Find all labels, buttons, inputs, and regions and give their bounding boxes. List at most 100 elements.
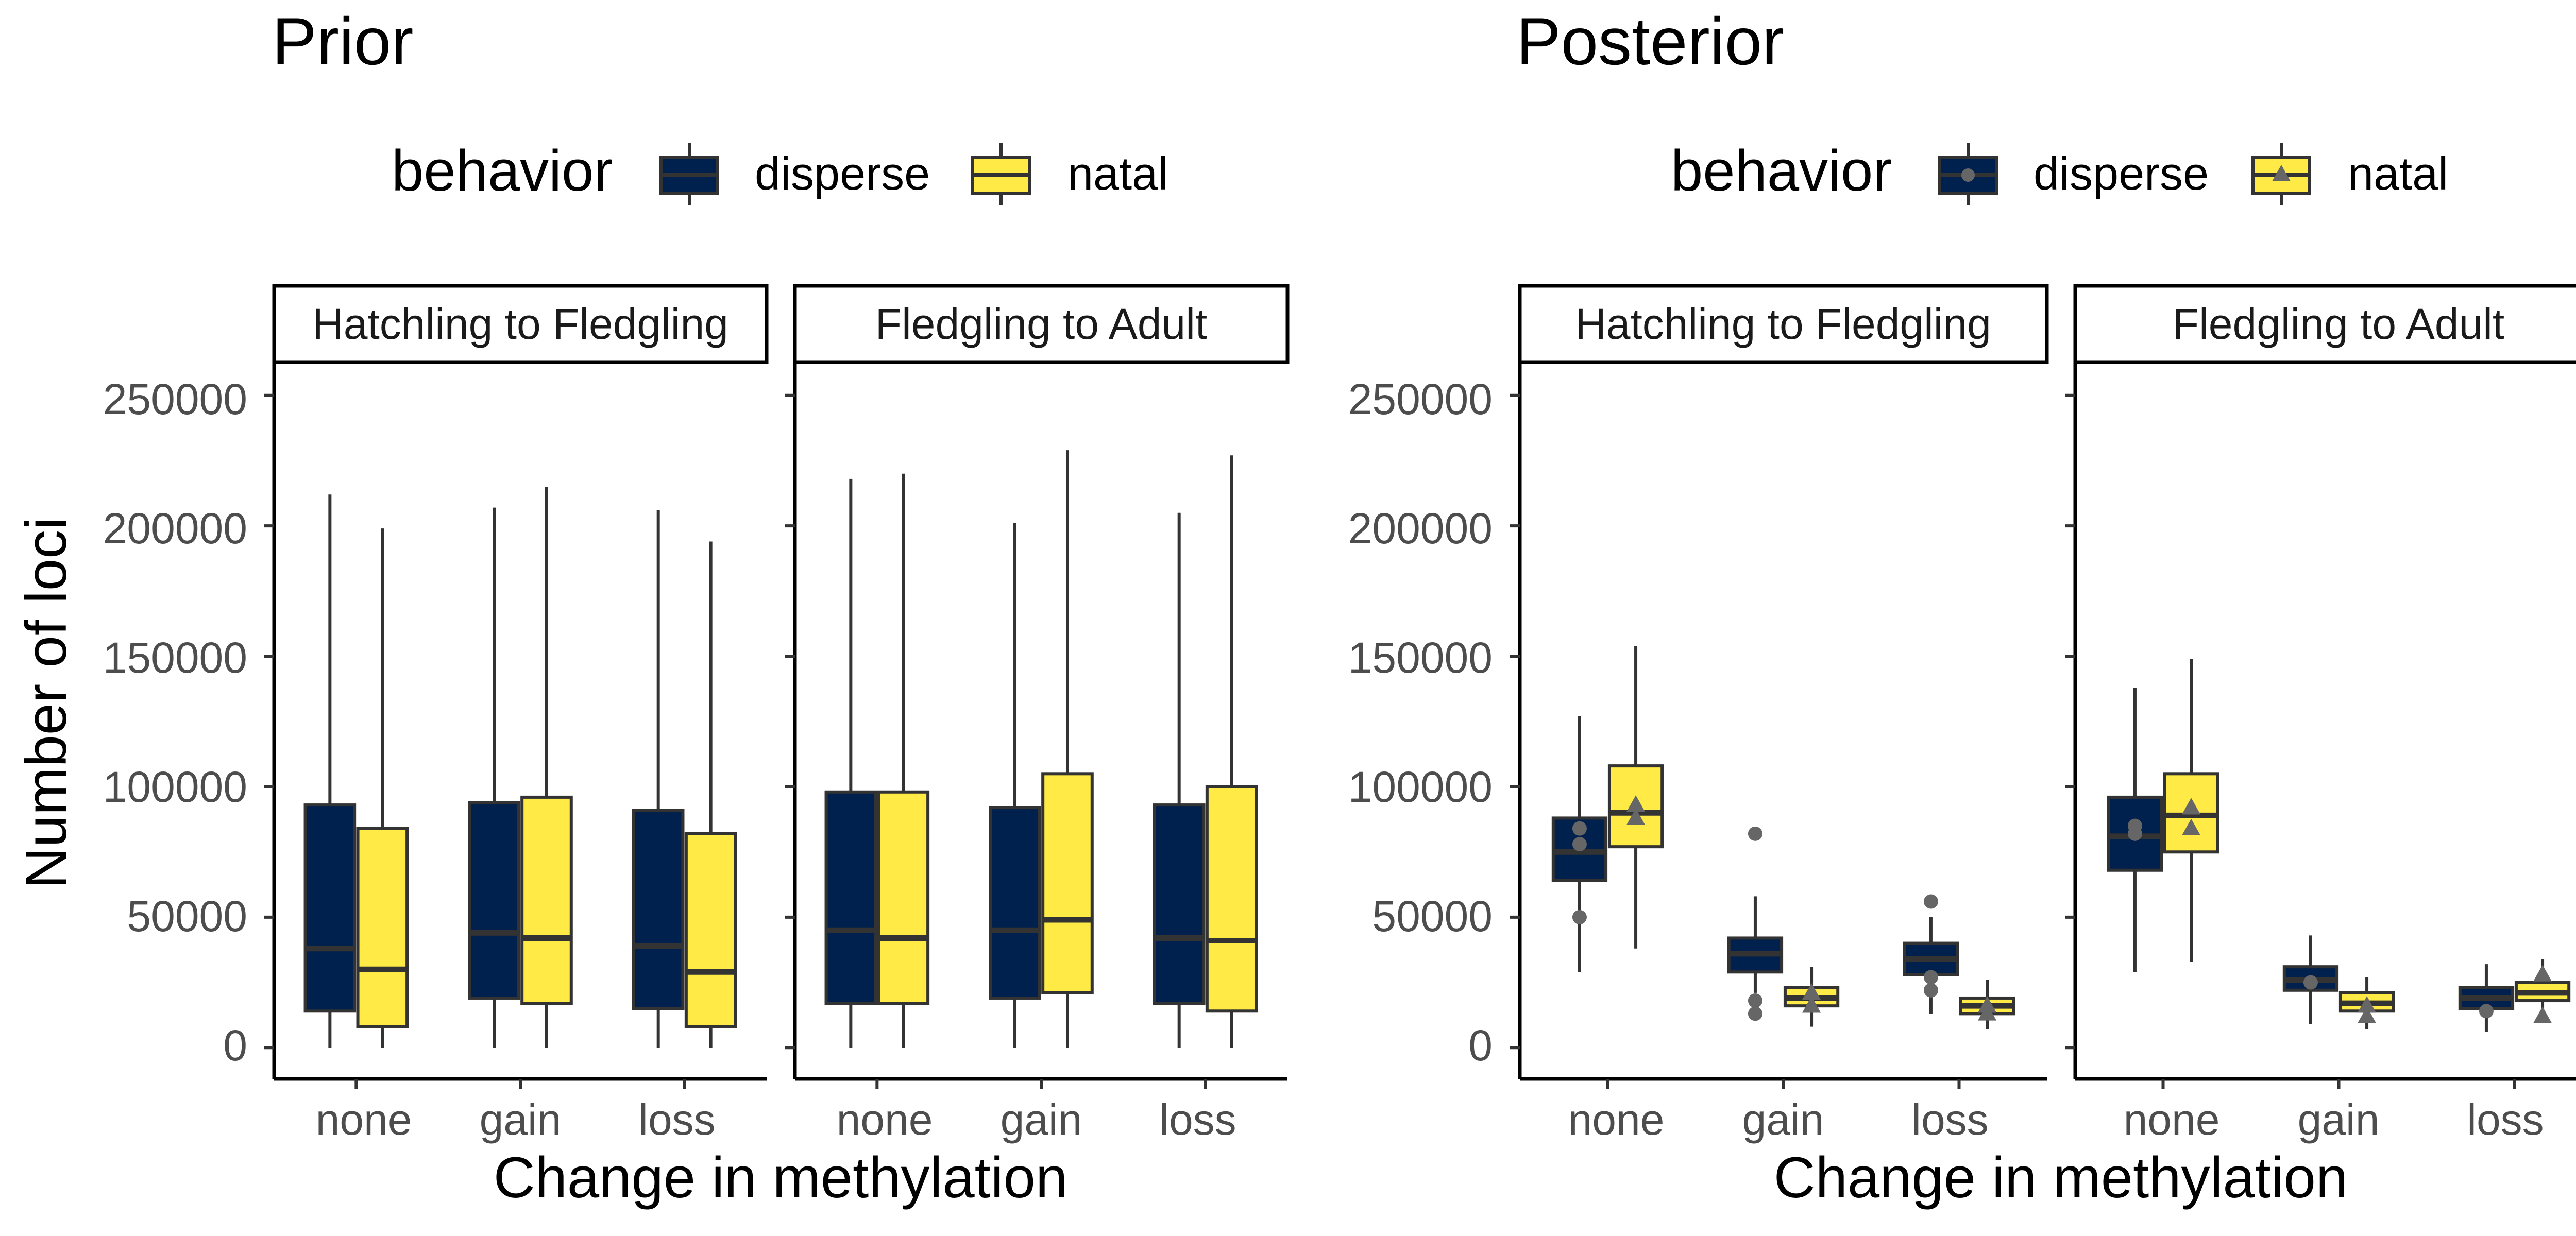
panel-title: Posterior bbox=[1516, 4, 1784, 79]
box-gain-disperse bbox=[468, 507, 520, 1048]
data-point bbox=[1572, 837, 1587, 852]
y-tick-label: 0 bbox=[223, 1021, 247, 1070]
box-none-disperse bbox=[1551, 716, 1608, 972]
legend: behavior disperse natal bbox=[1671, 139, 2448, 205]
box-loss-natal bbox=[2514, 958, 2571, 1023]
y-axis-ticks: 0 50000 100000 150000 200000 250000 bbox=[1348, 375, 1493, 1070]
box-none-natal bbox=[2163, 659, 2219, 962]
box-body bbox=[684, 832, 737, 1028]
data-point bbox=[1978, 996, 1997, 1013]
y-axis-ticks: 0 50000 100000 150000 200000 250000 bbox=[103, 375, 247, 1070]
legend-label-natal: natal bbox=[1067, 148, 1168, 200]
y-tick-label: 250000 bbox=[1348, 375, 1493, 423]
data-point bbox=[2533, 1006, 2552, 1023]
strip-label: Fledgling to Adult bbox=[2173, 300, 2504, 348]
box-none-natal bbox=[356, 528, 409, 1048]
panel-posterior: Posterior behavior disperse natal Hatchl… bbox=[1348, 4, 2576, 1210]
legend-key-disperse bbox=[659, 143, 719, 205]
box-body bbox=[356, 827, 409, 1028]
legend-label-natal: natal bbox=[2348, 148, 2448, 200]
y-tick-label: 100000 bbox=[103, 763, 247, 811]
box-gain-natal bbox=[2338, 977, 2395, 1029]
box-body bbox=[989, 806, 1041, 1000]
facet-plot-hatchling-to-fledgling bbox=[1510, 364, 2047, 1089]
box-body bbox=[1041, 772, 1094, 994]
legend-key-natal bbox=[971, 143, 1031, 205]
legend-label-disperse: disperse bbox=[2033, 148, 2209, 200]
x-axis-label: Change in methylation bbox=[1774, 1145, 2348, 1210]
y-tick-label: 100000 bbox=[1348, 763, 1493, 811]
box-loss-disperse bbox=[632, 510, 685, 1048]
strip-label: Hatchling to Fledgling bbox=[312, 300, 728, 348]
box-gain-natal bbox=[1783, 967, 1840, 1027]
data-point bbox=[2127, 818, 2142, 833]
box-body bbox=[877, 790, 930, 1005]
x-axis-ticks: none gain loss none gain loss bbox=[1568, 1095, 2544, 1144]
x-tick-label: loss bbox=[638, 1095, 715, 1144]
y-tick-label: 200000 bbox=[103, 504, 247, 553]
box-body bbox=[1153, 803, 1206, 1005]
y-tick-label: 150000 bbox=[103, 633, 247, 682]
data-point bbox=[1626, 808, 1646, 825]
legend-title: behavior bbox=[1671, 139, 1892, 203]
x-tick-label: gain bbox=[2298, 1095, 2380, 1144]
legend-key-natal bbox=[2251, 143, 2311, 205]
box-gain-natal bbox=[520, 487, 573, 1048]
box-body bbox=[303, 803, 357, 1013]
box-loss-disperse bbox=[2458, 964, 2515, 1032]
x-tick-label: gain bbox=[480, 1095, 562, 1144]
data-point bbox=[1572, 821, 1587, 836]
box-loss-natal bbox=[684, 541, 737, 1048]
x-tick-label: loss bbox=[2467, 1095, 2544, 1144]
data-point bbox=[2358, 996, 2377, 1013]
y-tick-label: 0 bbox=[1468, 1021, 1493, 1070]
legend: behavior disperse natal bbox=[392, 139, 1168, 205]
strip-fledgling-to-adult: Fledgling to Adult bbox=[793, 284, 1290, 364]
strip-label: Hatchling to Fledgling bbox=[1575, 300, 1991, 348]
data-point bbox=[2182, 818, 2201, 835]
x-axis-ticks: none gain loss none gain loss bbox=[316, 1095, 1236, 1144]
box-none-disperse bbox=[303, 494, 357, 1048]
y-tick-label: 200000 bbox=[1348, 504, 1493, 553]
panel-title: Prior bbox=[272, 4, 413, 79]
legend-title: behavior bbox=[392, 139, 613, 203]
box-loss-disperse bbox=[1153, 512, 1206, 1048]
box-body bbox=[824, 790, 877, 1005]
box-gain-natal bbox=[1041, 450, 1094, 1048]
box-none-natal bbox=[1607, 646, 1664, 949]
strip-label: Fledgling to Adult bbox=[875, 300, 1207, 348]
y-axis-label: Number of loci bbox=[14, 517, 78, 889]
data-point bbox=[2533, 965, 2552, 982]
x-tick-label: loss bbox=[1159, 1095, 1236, 1144]
y-tick-label: 50000 bbox=[127, 892, 247, 940]
data-point bbox=[2358, 1006, 2377, 1023]
x-tick-label: none bbox=[316, 1095, 412, 1144]
x-tick-label: gain bbox=[1001, 1095, 1082, 1144]
legend-label-disperse: disperse bbox=[755, 148, 930, 200]
box-none-disperse bbox=[824, 478, 877, 1048]
box-body bbox=[468, 801, 520, 1000]
facet-plot-fledgling-to-adult bbox=[2065, 364, 2576, 1089]
box-gain-disperse bbox=[989, 523, 1041, 1048]
y-tick-label: 250000 bbox=[103, 375, 247, 423]
legend-key-disperse bbox=[1938, 143, 1998, 205]
data-point bbox=[1748, 1006, 1762, 1021]
box-loss-natal bbox=[1205, 455, 1258, 1048]
strip-hatchling-to-fledgling: Hatchling to Fledgling bbox=[272, 284, 769, 364]
x-axis-label: Change in methylation bbox=[494, 1145, 1067, 1210]
box-gain-disperse bbox=[2282, 935, 2339, 1024]
box-none-disperse bbox=[2107, 688, 2163, 972]
facet-plot-fledgling-to-adult bbox=[785, 364, 1287, 1089]
data-point bbox=[1923, 970, 1938, 985]
data-point bbox=[1572, 909, 1587, 924]
data-point bbox=[2303, 975, 2318, 990]
data-point bbox=[1802, 996, 1821, 1013]
data-point bbox=[1923, 894, 1938, 909]
data-point bbox=[1923, 983, 1938, 998]
facet-plot-hatchling-to-fledgling bbox=[264, 364, 767, 1089]
box-gain-disperse bbox=[1727, 826, 1784, 1021]
x-tick-label: none bbox=[1568, 1095, 1665, 1144]
y-tick-label: 50000 bbox=[1372, 892, 1493, 940]
